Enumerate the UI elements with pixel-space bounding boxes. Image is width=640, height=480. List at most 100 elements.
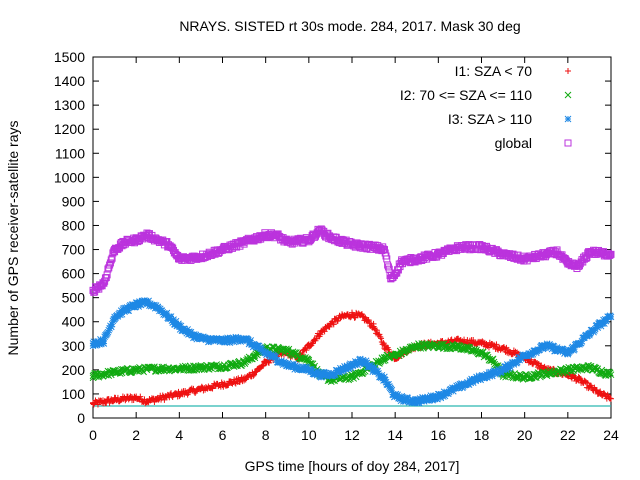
data-point <box>260 362 267 369</box>
data-point <box>240 238 248 246</box>
data-point <box>385 380 392 388</box>
data-point <box>373 327 380 334</box>
data-point <box>564 349 572 357</box>
x-tick-label: 4 <box>175 427 183 443</box>
data-point <box>597 322 605 330</box>
y-tick-label: 400 <box>62 314 86 330</box>
x-axis-ticks: 0 2 4 6 8 10 12 14 16 18 20 22 24 <box>89 57 619 443</box>
data-point <box>154 303 162 311</box>
x-tick-label: 0 <box>89 427 97 443</box>
data-point <box>117 311 124 319</box>
data-point <box>283 361 291 369</box>
data-point <box>564 366 572 374</box>
data-point <box>601 320 608 327</box>
data-point <box>581 334 588 341</box>
data-point <box>483 370 490 378</box>
data-point <box>586 383 593 390</box>
data-point <box>398 258 406 266</box>
chart-title: NRAYS. SISTED rt 30s mode. 284, 2017. Ma… <box>179 18 520 34</box>
data-point <box>536 346 543 354</box>
legend-label: global <box>495 135 532 151</box>
y-tick-label: 0 <box>77 410 85 426</box>
data-point <box>349 311 355 318</box>
data-point <box>89 372 97 380</box>
data-point <box>283 347 291 354</box>
data-point <box>175 365 183 373</box>
x-tick-label: 24 <box>603 427 619 443</box>
data-point <box>378 335 385 342</box>
data-point <box>94 401 101 408</box>
data-point <box>571 345 578 353</box>
legend-label: I3: SZA > 110 <box>448 111 532 127</box>
data-point <box>133 394 140 401</box>
data-point <box>575 376 582 383</box>
plot-frame <box>92 56 612 419</box>
y-axis-label: Number of GPS receiver-satellite rays <box>5 121 21 356</box>
x-tick-label: 6 <box>219 427 227 443</box>
data-point <box>391 392 399 400</box>
data-point <box>104 328 112 336</box>
data-point <box>371 364 378 372</box>
data-point <box>586 330 593 338</box>
data-point <box>250 372 257 379</box>
data-point <box>125 307 133 315</box>
data-point <box>105 326 113 334</box>
data-point <box>193 335 201 343</box>
data-point <box>590 328 597 336</box>
data-point <box>293 349 300 356</box>
data-point <box>175 323 183 330</box>
data-point <box>316 371 323 379</box>
data-point <box>391 352 399 359</box>
data-point <box>197 364 205 371</box>
data-point <box>127 301 134 309</box>
legend-marker <box>564 91 572 99</box>
data-point <box>594 324 602 331</box>
data-point <box>131 303 139 311</box>
data-point <box>597 390 604 397</box>
data-point <box>351 358 359 365</box>
data-point <box>132 301 140 309</box>
data-point <box>397 397 405 405</box>
data-point <box>247 337 255 344</box>
data-point <box>259 362 266 369</box>
data-point <box>478 340 485 347</box>
data-point <box>426 396 434 403</box>
data-point <box>154 236 162 244</box>
y-tick-label: 1300 <box>54 97 85 113</box>
data-point <box>305 342 312 349</box>
data-point <box>307 365 315 373</box>
data-point <box>136 298 143 305</box>
data-point <box>355 358 362 366</box>
data-point <box>473 373 480 381</box>
y-tick-label: 800 <box>62 217 86 233</box>
data-point <box>348 361 356 369</box>
data-point <box>434 395 441 403</box>
data-point <box>388 386 396 394</box>
data-point <box>143 231 151 239</box>
data-point <box>245 340 253 348</box>
data-point <box>600 316 607 324</box>
data-point <box>488 356 496 364</box>
data-point <box>348 241 356 249</box>
data-point <box>394 391 402 399</box>
data-point <box>251 352 259 359</box>
data-point <box>381 376 388 383</box>
data-point <box>376 331 383 338</box>
data-point <box>321 328 328 335</box>
data-point <box>272 231 280 239</box>
data-point <box>100 337 108 345</box>
y-tick-label: 700 <box>62 242 86 258</box>
data-point <box>409 395 416 403</box>
y-tick-label: 1400 <box>54 73 85 89</box>
data-point <box>230 378 237 385</box>
data-point <box>327 371 334 379</box>
data-point <box>132 366 140 374</box>
data-point <box>478 349 485 357</box>
data-point <box>229 334 237 342</box>
data-point <box>89 286 97 294</box>
series-i3 <box>89 297 615 407</box>
data-point <box>454 384 461 392</box>
data-point <box>219 381 226 388</box>
x-tick-label: 10 <box>301 427 317 443</box>
data-point <box>186 330 194 338</box>
